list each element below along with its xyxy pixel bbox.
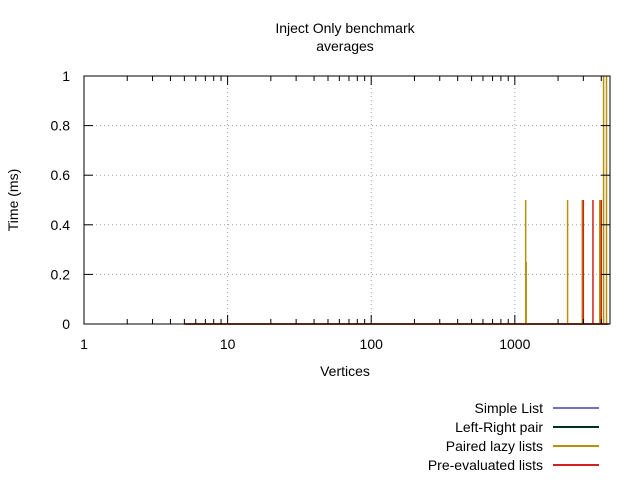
y-tick-label: 0.8	[51, 118, 71, 134]
x-tick-label: 10	[220, 336, 236, 352]
x-tick-label: 1000	[499, 336, 530, 352]
legend-label: Simple List	[475, 400, 544, 416]
series-lines	[184, 76, 609, 325]
legend-label: Left-Right pair	[455, 419, 543, 435]
plot-frame	[83, 75, 611, 325]
series-line-pre-evaluated-lists	[184, 200, 609, 325]
legend-label: Pre-evaluated lists	[428, 457, 543, 473]
x-axis-label: Vertices	[320, 363, 370, 379]
y-tick-label: 0.2	[51, 266, 71, 282]
series-line-paired-lazy-lists	[184, 76, 609, 325]
y-tick-label: 0	[62, 316, 70, 332]
legend-label: Paired lazy lists	[446, 438, 543, 454]
y-tick-label: 0.6	[51, 167, 71, 183]
chart-subtitle: averages	[316, 38, 374, 54]
chart-title: Inject Only benchmark	[275, 20, 415, 36]
legend: Simple List Left-Right pair Paired lazy li…	[428, 400, 599, 473]
grid	[84, 76, 610, 324]
y-tick-label: 1	[62, 68, 70, 84]
ticks: 0 0.2 0.4 0.6 0.8 1 1 10 100 1000	[51, 68, 610, 352]
y-axis-label: Time (ms)	[5, 169, 21, 231]
x-tick-label: 100	[360, 336, 384, 352]
x-tick-label: 1	[80, 336, 88, 352]
y-tick-label: 0.4	[51, 217, 71, 233]
